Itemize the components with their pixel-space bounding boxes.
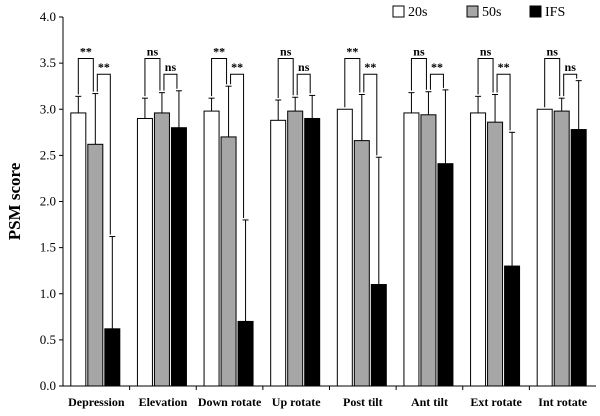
bar-20s-6 — [470, 112, 487, 387]
significance-label: ns — [547, 45, 559, 59]
category-label: Ant tilt — [411, 395, 448, 409]
significance-bracket — [429, 73, 444, 90]
bar-ifs-4 — [370, 284, 387, 387]
bar-20s-7 — [536, 108, 553, 387]
bar-20s-4 — [336, 108, 353, 387]
significance-label: ns — [480, 45, 492, 59]
legend-label: 20s — [408, 5, 427, 20]
significance-label: ns — [565, 60, 577, 74]
significance-label: ** — [80, 45, 92, 59]
significance-bracket — [344, 58, 361, 108]
bar-50s-3 — [287, 110, 304, 387]
significance-label: ** — [364, 60, 376, 74]
bar-50s-6 — [487, 121, 504, 387]
significance-bracket — [563, 73, 578, 97]
bar-50s-1 — [153, 112, 170, 387]
category-label: Depression — [68, 395, 125, 409]
y-tick-label: 0.5 — [40, 332, 56, 347]
category-label: Int rotate — [538, 395, 587, 409]
significance-bracket — [144, 58, 161, 97]
bar-ifs-5 — [437, 163, 454, 387]
bar-20s-1 — [136, 117, 153, 387]
significance-bracket — [211, 58, 228, 97]
bar-50s-7 — [553, 110, 570, 387]
bar-50s-2 — [220, 136, 237, 387]
legend-label: 50s — [482, 5, 501, 20]
significance-bracket — [96, 73, 111, 235]
category-label: Post tilt — [343, 395, 383, 409]
y-tick-label: 4.0 — [40, 9, 56, 24]
bar-50s-4 — [353, 140, 370, 387]
significance-bracket — [496, 73, 511, 131]
y-tick-label: 3.0 — [40, 101, 56, 116]
bar-20s-2 — [203, 110, 220, 387]
bar-20s-3 — [270, 119, 287, 387]
bar-20s-5 — [403, 112, 420, 387]
significance-label: ns — [147, 45, 159, 59]
significance-bracket — [410, 58, 427, 91]
bar-ifs-3 — [304, 117, 321, 387]
bar-ifs-6 — [504, 265, 521, 387]
bar-50s-0 — [87, 143, 104, 387]
bar-20s-0 — [70, 112, 87, 387]
bar-ifs-2 — [237, 320, 254, 387]
significance-label: ns — [298, 60, 310, 74]
legend-label: IFS — [545, 5, 565, 20]
significance-bracket — [230, 73, 245, 218]
significance-label: ** — [346, 45, 358, 59]
significance-bracket — [544, 58, 561, 108]
y-tick-label: 1.0 — [40, 286, 56, 301]
significance-label: ** — [231, 60, 243, 74]
significance-label: ns — [280, 45, 292, 59]
bar-ifs-7 — [570, 129, 587, 387]
y-tick-label: 1.5 — [40, 240, 56, 255]
bar-ifs-0 — [104, 328, 121, 387]
significance-label: ** — [498, 60, 510, 74]
category-label: Elevation — [139, 395, 188, 409]
significance-bracket — [163, 73, 178, 91]
category-label: Ext rotate — [470, 395, 522, 409]
significance-label: ** — [431, 60, 443, 74]
bar-ifs-1 — [170, 127, 187, 387]
y-axis-label: PSM score — [5, 162, 24, 240]
legend-swatch-20s — [392, 5, 405, 18]
bar-50s-5 — [420, 114, 437, 387]
significance-bracket — [77, 58, 94, 95]
significance-label: ns — [413, 45, 425, 59]
significance-label: ns — [165, 60, 177, 74]
significance-bracket — [277, 58, 294, 99]
category-label: Up rotate — [272, 395, 321, 409]
significance-label: ** — [98, 60, 110, 74]
y-tick-label: 3.5 — [40, 55, 56, 70]
y-tick-label: 2.0 — [40, 194, 56, 209]
significance-bracket — [477, 58, 494, 95]
y-tick-label: 2.5 — [40, 147, 56, 162]
category-label: Down rotate — [198, 395, 262, 409]
significance-bracket — [296, 73, 311, 96]
legend-swatch-50s — [466, 5, 479, 18]
significance-label: ** — [213, 45, 225, 59]
significance-bracket — [363, 73, 378, 156]
legend-swatch-ifs — [529, 5, 542, 18]
y-tick-label: 0.0 — [40, 378, 56, 393]
